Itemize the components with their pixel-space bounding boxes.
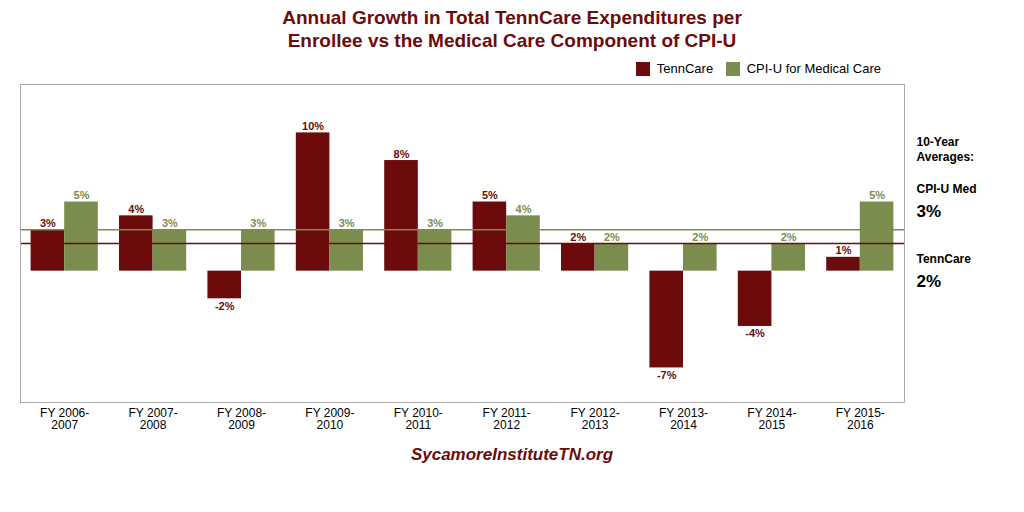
svg-text:5%: 5% (74, 189, 90, 201)
svg-text:FY 2007-2008: FY 2007-2008 (129, 406, 178, 432)
svg-text:2%: 2% (692, 231, 708, 243)
svg-text:2%: 2% (570, 231, 586, 243)
svg-text:TennCare: TennCare (917, 252, 972, 266)
svg-text:FY 2012-2013: FY 2012-2013 (571, 406, 620, 432)
svg-text:3%: 3% (40, 217, 56, 229)
svg-text:FY 2011-2012: FY 2011-2012 (483, 406, 531, 432)
svg-text:FY 2006-2007: FY 2006-2007 (40, 406, 89, 432)
svg-text:FY 2014-2015: FY 2014-2015 (747, 406, 796, 432)
svg-text:3%: 3% (250, 217, 266, 229)
svg-text:3%: 3% (917, 202, 942, 221)
svg-text:2%: 2% (781, 231, 797, 243)
svg-text:CPI-U Med: CPI-U Med (917, 182, 977, 196)
svg-text:5%: 5% (482, 189, 498, 201)
svg-text:-4%: -4% (745, 327, 765, 339)
svg-text:4%: 4% (128, 203, 144, 215)
svg-text:FY 2010-2011: FY 2010-2011 (394, 406, 443, 432)
svg-text:10-YearAverages:: 10-YearAverages: (917, 135, 975, 165)
html-text:CPI-U for Medical Care: CPI-U for Medical Care (746, 61, 881, 76)
svg-text:1%: 1% (836, 244, 852, 256)
svg-text:FY 2008-2009: FY 2008-2009 (217, 406, 266, 432)
svg-text:-2%: -2% (215, 300, 235, 312)
svg-text:4%: 4% (516, 203, 532, 215)
html-text:SycamoreInstituteTN.org: SycamoreInstituteTN.org (410, 445, 614, 464)
svg-text:2%: 2% (604, 231, 620, 243)
svg-text:10%: 10% (302, 120, 324, 132)
svg-text:FY 2013-2014: FY 2013-2014 (659, 406, 708, 432)
svg-text:2%: 2% (917, 272, 942, 291)
html-text:TennCare: TennCare (656, 61, 714, 76)
svg-text:3%: 3% (339, 217, 355, 229)
svg-text:-7%: -7% (657, 369, 677, 381)
svg-text:8%: 8% (394, 148, 410, 160)
svg-text:FY 2009-2010: FY 2009-2010 (305, 406, 354, 432)
svg-text:3%: 3% (427, 217, 443, 229)
svg-text:3%: 3% (162, 217, 178, 229)
html-text:Annual Growth in Total TennCar: Annual Growth in Total TennCare Expendit… (282, 7, 742, 51)
svg-text:5%: 5% (869, 189, 885, 201)
svg-text:FY 2015-2016: FY 2015-2016 (836, 406, 885, 432)
